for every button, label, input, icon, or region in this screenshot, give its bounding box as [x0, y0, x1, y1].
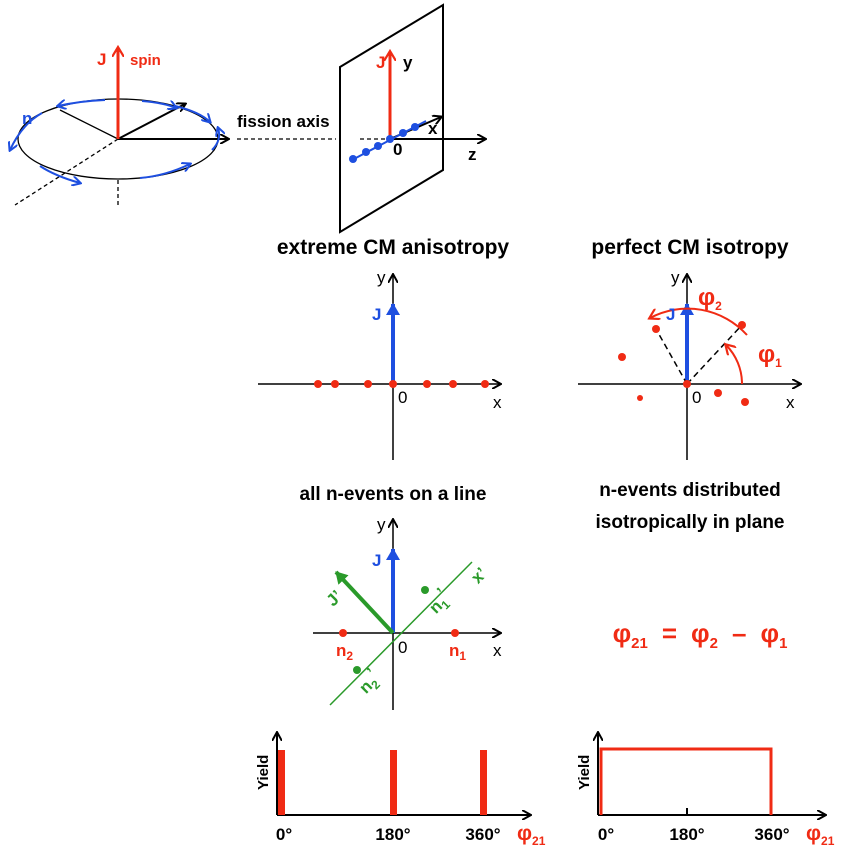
- y-label: Yield: [576, 755, 593, 790]
- spin-word: spin: [130, 52, 161, 69]
- n1-label: n1: [449, 641, 466, 663]
- histogram-left: [277, 733, 530, 815]
- x-tick-label: 180°: [669, 825, 704, 844]
- origin-label: 0: [398, 638, 407, 657]
- J-prime-label: J’: [323, 587, 346, 610]
- neutron-label: n: [22, 109, 32, 128]
- plane-z: z: [468, 145, 477, 164]
- x-label: φ21: [517, 822, 546, 848]
- plane-figure: [340, 5, 485, 232]
- anisotropy-axes: [258, 275, 500, 460]
- x-tick-label: 360°: [465, 825, 500, 844]
- y-label: Yield: [255, 755, 272, 790]
- plane-origin: 0: [393, 140, 402, 159]
- J-label: J: [372, 305, 381, 324]
- axis-label: y: [377, 268, 386, 287]
- origin-label: 0: [692, 388, 701, 407]
- fission-axis-label: fission axis: [237, 112, 330, 131]
- J-label: J: [372, 551, 381, 570]
- x-prime-label: x’: [467, 564, 490, 587]
- axis-label: x: [786, 393, 795, 412]
- caption: all n-events on a line: [300, 484, 487, 505]
- axis-label: x: [493, 641, 502, 660]
- axis-label: y: [671, 268, 680, 287]
- panel-title: perfect CM isotropy: [591, 236, 789, 259]
- origin-label: 0: [398, 388, 407, 407]
- x-tick-label: 0°: [598, 825, 614, 844]
- plane-x: x: [428, 119, 438, 138]
- axis-label: y: [377, 515, 386, 534]
- equation: φ21=φ2–φ1: [613, 618, 788, 652]
- J-label: J: [666, 305, 675, 324]
- panel-title: extreme CM anisotropy: [277, 236, 510, 259]
- caption: n-events distributed: [599, 480, 781, 501]
- x-tick-label: 360°: [754, 825, 789, 844]
- plane-y: y: [403, 53, 413, 72]
- spin-symbol: J: [97, 50, 106, 69]
- x-label: φ21: [806, 822, 835, 848]
- diagram: J spin n fission axis J y x 0 z extreme …: [0, 0, 843, 851]
- plane-J: J: [376, 53, 385, 72]
- x-tick-label: 180°: [375, 825, 410, 844]
- rotated-frame-axes: [313, 520, 500, 710]
- histogram-right: [598, 733, 825, 815]
- phi1-label: φ1: [758, 341, 782, 370]
- x-tick-label: 0°: [276, 825, 292, 844]
- phi2-label: φ2: [698, 284, 722, 313]
- axis-label: x: [493, 393, 502, 412]
- spin-figure: [10, 48, 228, 208]
- n2-label: n2: [336, 641, 353, 663]
- caption: isotropically in plane: [596, 512, 785, 533]
